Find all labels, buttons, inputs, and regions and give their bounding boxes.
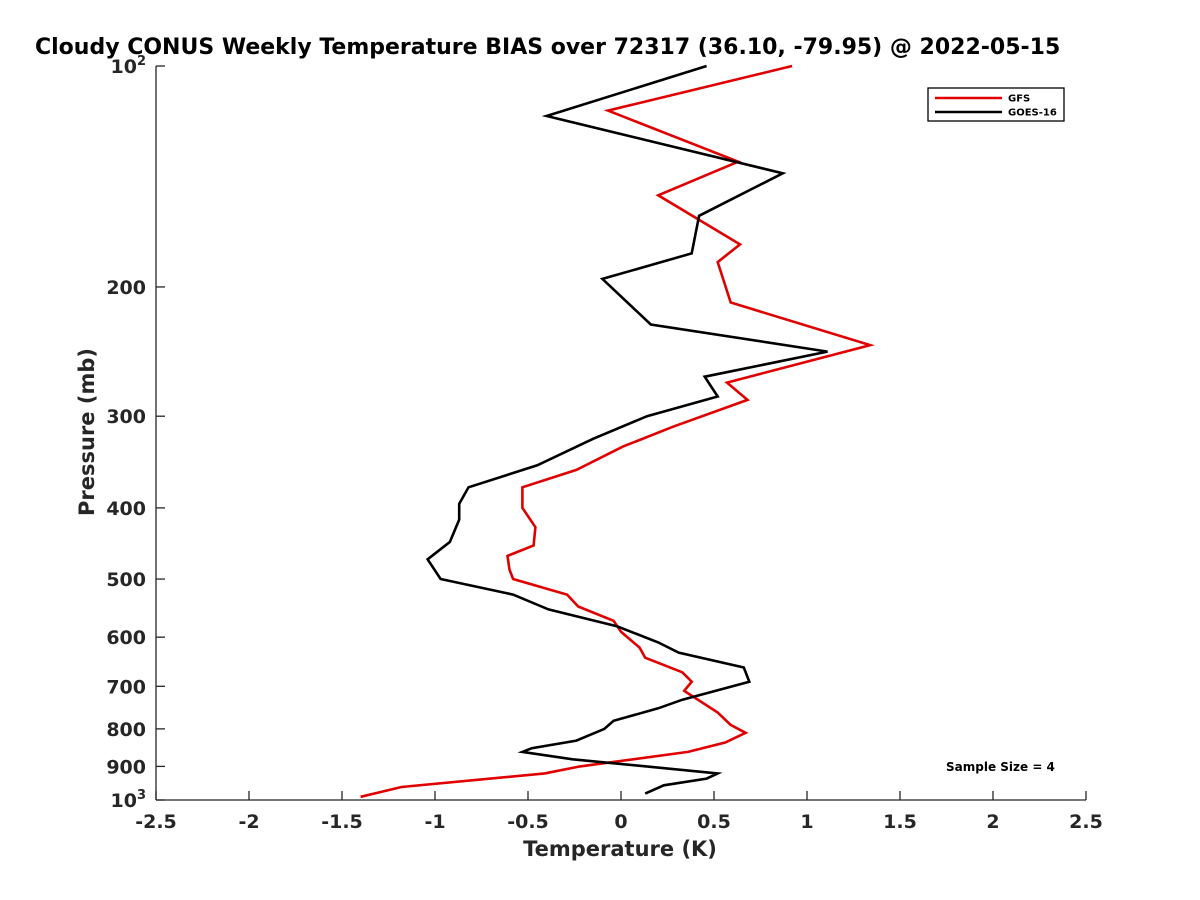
x-tick-label: 2 <box>986 811 999 833</box>
legend-label-0: GFS <box>1008 94 1030 105</box>
x-tick-label: 1 <box>800 811 813 833</box>
x-axis: -2.5 -2 -1.5 -1 -0.5 0 0.5 1 1.5 2 2.5 <box>135 791 1103 833</box>
sample-size-annotation: Sample Size = 4 <box>946 760 1055 774</box>
y-axis-label: Pressure (mb) <box>75 348 99 516</box>
y-tick-label: 900 <box>106 756 146 778</box>
y-tick-label: 600 <box>106 627 146 649</box>
series-line-0 <box>360 64 875 799</box>
x-tick-label: -1 <box>424 811 445 833</box>
y-tick-label: 400 <box>106 498 146 520</box>
legend-box <box>927 87 1065 122</box>
y-tick-label: 103 <box>111 788 147 812</box>
x-axis-label: Temperature (K) <box>523 837 717 861</box>
y-tick-label: 200 <box>106 277 146 299</box>
legend-label-1: GOES-16 <box>1008 108 1057 119</box>
x-tick-label: -0.5 <box>507 811 549 833</box>
x-tick-label: 1.5 <box>883 811 917 833</box>
x-tick-label: -1.5 <box>321 811 363 833</box>
y-axis: 102 200 300 400 500 600 700 800 900 103 <box>106 54 165 812</box>
x-tick-label: 0 <box>614 811 627 833</box>
series-line-1 <box>425 64 828 795</box>
plot-area <box>360 64 875 799</box>
y-tick-label: 102 <box>111 54 147 78</box>
x-tick-label: 2.5 <box>1069 811 1103 833</box>
y-tick-label: 300 <box>106 406 146 428</box>
chart-title: Cloudy CONUS Weekly Temperature BIAS ove… <box>35 35 1060 60</box>
legend: GFS GOES-16 <box>927 87 1065 122</box>
x-tick-label: 0.5 <box>697 811 731 833</box>
y-tick-label: 500 <box>106 569 146 591</box>
y-tick-label: 800 <box>106 719 146 741</box>
y-tick-label: 700 <box>106 676 146 698</box>
x-tick-label: -2.5 <box>135 811 177 833</box>
x-tick-label: -2 <box>238 811 259 833</box>
